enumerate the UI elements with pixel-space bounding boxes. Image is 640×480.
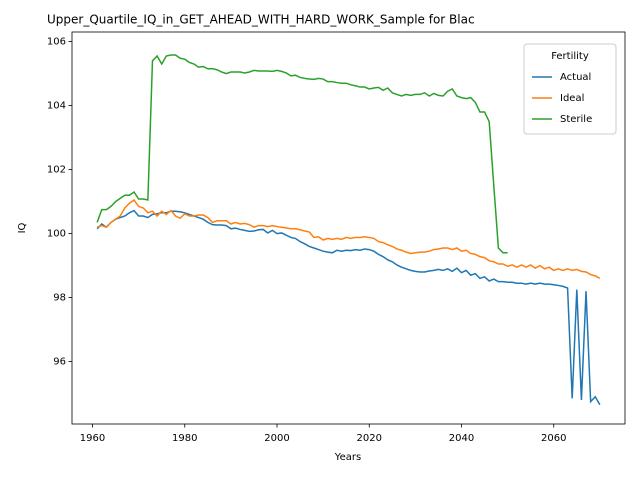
legend-box xyxy=(523,43,617,135)
x-tick-label: 1980 xyxy=(172,433,197,444)
legend-title: Fertility xyxy=(551,51,589,62)
y-tick-label: 104 xyxy=(47,101,66,112)
y-tick-label: 100 xyxy=(47,229,66,240)
y-axis-label: IQ xyxy=(17,222,28,233)
chart-title: Upper_Quartile_IQ_in_GET_AHEAD_WITH_HARD… xyxy=(47,13,475,27)
legend-label: Sterile xyxy=(560,114,592,125)
legend-label: Ideal xyxy=(560,93,584,104)
legend-label: Actual xyxy=(560,72,591,83)
x-tick-label: 2040 xyxy=(449,433,474,444)
series-line xyxy=(96,198,601,280)
series-line xyxy=(96,209,601,406)
y-tick-label: 102 xyxy=(47,165,66,176)
x-axis-label: Years xyxy=(334,452,361,463)
x-tick-label: 2020 xyxy=(357,433,382,444)
y-tick-label: 98 xyxy=(53,293,66,304)
series-line xyxy=(96,54,508,254)
x-tick-label: 2060 xyxy=(541,433,566,444)
y-tick-label: 96 xyxy=(53,357,66,368)
x-tick-label: 1960 xyxy=(80,433,105,444)
plot-frame xyxy=(71,31,626,425)
y-tick-label: 106 xyxy=(47,37,66,48)
x-tick-label: 2000 xyxy=(264,433,289,444)
